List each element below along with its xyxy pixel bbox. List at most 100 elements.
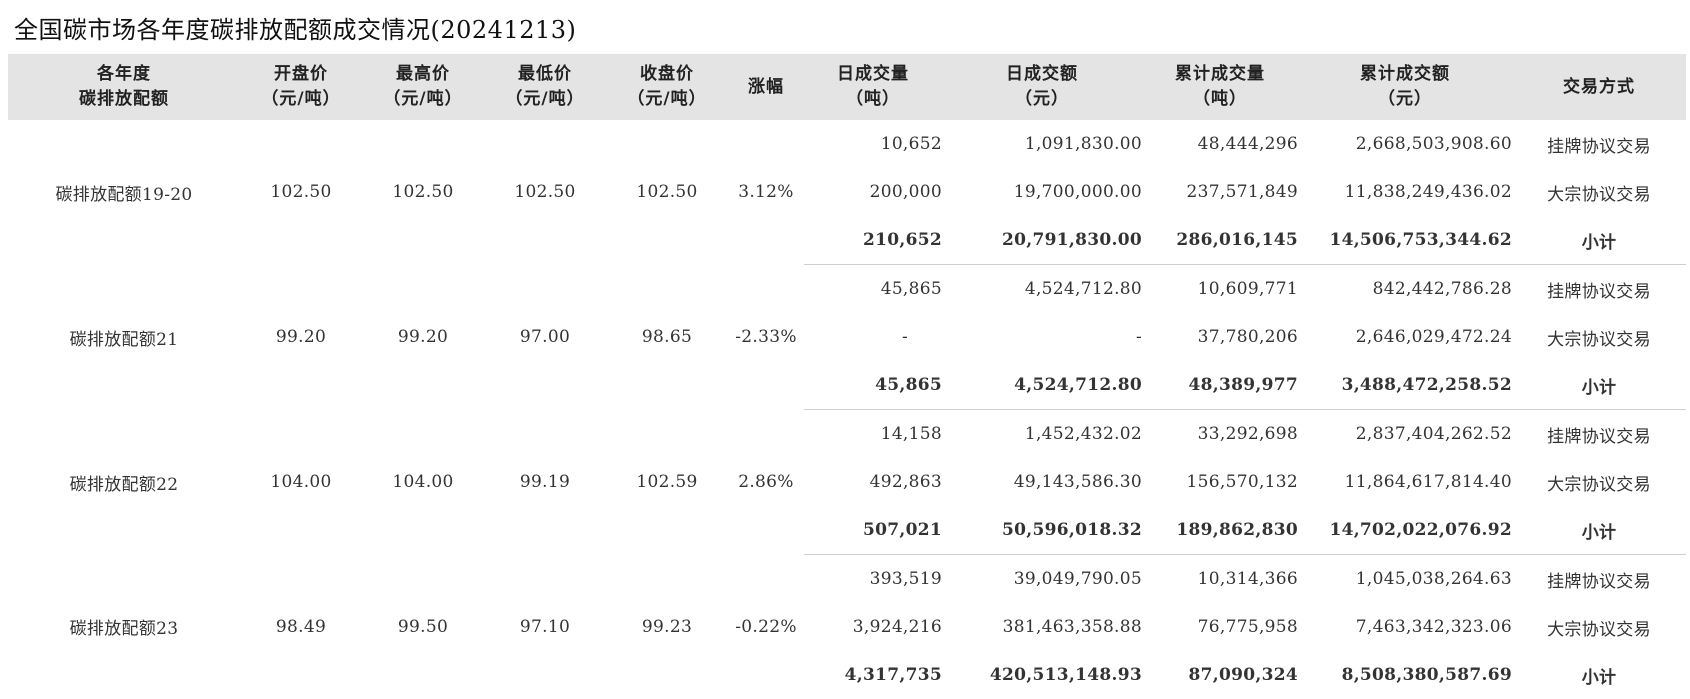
cum-amount: 11,864,617,814.40 <box>1298 458 1512 506</box>
day-amount: 381,463,358.88 <box>942 603 1142 651</box>
cum-volume-subtotal: 189,862,830 <box>1142 506 1298 555</box>
table-row: 碳排放配额21 99.20 99.20 97.00 98.65 -2.33% 4… <box>8 265 1686 314</box>
table-row: 碳排放配额22 104.00 104.00 99.19 102.59 2.86%… <box>8 410 1686 459</box>
close-price: 98.65 <box>606 265 728 410</box>
low-price: 97.10 <box>484 555 606 699</box>
day-volume-subtotal: 507,021 <box>804 506 942 555</box>
close-price: 102.50 <box>606 120 728 265</box>
day-volume: 10,652 <box>804 120 942 168</box>
low-price: 99.19 <box>484 410 606 555</box>
day-volume: 3,924,216 <box>804 603 942 651</box>
header-close-price: 收盘价（元/吨） <box>606 54 728 120</box>
cum-volume: 10,314,366 <box>1142 555 1298 604</box>
header-cum-volume: 累计成交量（吨） <box>1142 54 1298 120</box>
low-price: 102.50 <box>484 120 606 265</box>
day-amount: 1,452,432.02 <box>942 410 1142 459</box>
day-volume: 14,158 <box>804 410 942 459</box>
cum-volume: 237,571,849 <box>1142 168 1298 216</box>
open-price: 99.20 <box>240 265 362 410</box>
cum-amount-subtotal: 14,506,753,344.62 <box>1298 216 1512 265</box>
subtotal-label: 小计 <box>1512 361 1686 410</box>
cum-amount-subtotal: 3,488,472,258.52 <box>1298 361 1512 410</box>
cum-volume: 10,609,771 <box>1142 265 1298 314</box>
allowance-name: 碳排放配额23 <box>8 555 240 699</box>
trade-method: 大宗协议交易 <box>1512 458 1686 506</box>
trade-method: 大宗协议交易 <box>1512 313 1686 361</box>
high-price: 102.50 <box>362 120 484 265</box>
carbon-trade-table: 各年度碳排放配额 开盘价（元/吨） 最高价（元/吨） 最低价（元/吨） 收盘价（… <box>8 54 1686 699</box>
day-amount: 39,049,790.05 <box>942 555 1142 604</box>
day-volume: - <box>804 313 942 361</box>
day-amount-subtotal: 20,791,830.00 <box>942 216 1142 265</box>
header-cum-amount: 累计成交额（元） <box>1298 54 1512 120</box>
low-price: 97.00 <box>484 265 606 410</box>
open-price: 102.50 <box>240 120 362 265</box>
day-amount: - <box>942 313 1142 361</box>
price-change: -2.33% <box>728 265 804 410</box>
table-header-row: 各年度碳排放配额 开盘价（元/吨） 最高价（元/吨） 最低价（元/吨） 收盘价（… <box>8 54 1686 120</box>
trade-method: 大宗协议交易 <box>1512 168 1686 216</box>
high-price: 104.00 <box>362 410 484 555</box>
cum-volume-subtotal: 48,389,977 <box>1142 361 1298 410</box>
close-price: 102.59 <box>606 410 728 555</box>
trade-method: 挂牌协议交易 <box>1512 265 1686 314</box>
header-day-volume: 日成交量（吨） <box>804 54 942 120</box>
cum-amount: 7,463,342,323.06 <box>1298 603 1512 651</box>
page-title: 全国碳市场各年度碳排放配额成交情况(20241213) <box>14 10 576 45</box>
header-open-price: 开盘价（元/吨） <box>240 54 362 120</box>
cum-volume: 156,570,132 <box>1142 458 1298 506</box>
day-amount-subtotal: 4,524,712.80 <box>942 361 1142 410</box>
high-price: 99.50 <box>362 555 484 699</box>
trade-method: 挂牌协议交易 <box>1512 555 1686 604</box>
day-volume: 200,000 <box>804 168 942 216</box>
cum-amount: 2,668,503,908.60 <box>1298 120 1512 168</box>
open-price: 98.49 <box>240 555 362 699</box>
day-volume: 45,865 <box>804 265 942 314</box>
subtotal-label: 小计 <box>1512 651 1686 699</box>
header-day-amount: 日成交额（元） <box>942 54 1142 120</box>
allowance-name: 碳排放配额21 <box>8 265 240 410</box>
table-row: 碳排放配额19-20 102.50 102.50 102.50 102.50 3… <box>8 120 1686 168</box>
cum-amount-subtotal: 8,508,380,587.69 <box>1298 651 1512 699</box>
day-amount-subtotal: 420,513,148.93 <box>942 651 1142 699</box>
cum-amount: 2,646,029,472.24 <box>1298 313 1512 361</box>
day-amount: 1,091,830.00 <box>942 120 1142 168</box>
cum-amount: 11,838,249,436.02 <box>1298 168 1512 216</box>
day-volume: 393,519 <box>804 555 942 604</box>
open-price: 104.00 <box>240 410 362 555</box>
price-change: -0.22% <box>728 555 804 699</box>
trade-method: 挂牌协议交易 <box>1512 120 1686 168</box>
trade-method: 大宗协议交易 <box>1512 603 1686 651</box>
cum-volume: 76,775,958 <box>1142 603 1298 651</box>
header-change: 涨幅 <box>728 54 804 120</box>
day-volume: 492,863 <box>804 458 942 506</box>
cum-volume: 33,292,698 <box>1142 410 1298 459</box>
close-price: 99.23 <box>606 555 728 699</box>
subtotal-label: 小计 <box>1512 216 1686 265</box>
cum-amount: 1,045,038,264.63 <box>1298 555 1512 604</box>
price-change: 2.86% <box>728 410 804 555</box>
cum-amount: 842,442,786.28 <box>1298 265 1512 314</box>
day-amount-subtotal: 50,596,018.32 <box>942 506 1142 555</box>
day-amount: 49,143,586.30 <box>942 458 1142 506</box>
high-price: 99.20 <box>362 265 484 410</box>
day-amount: 19,700,000.00 <box>942 168 1142 216</box>
header-low-price: 最低价（元/吨） <box>484 54 606 120</box>
cum-volume-subtotal: 286,016,145 <box>1142 216 1298 265</box>
day-volume-subtotal: 210,652 <box>804 216 942 265</box>
trade-method: 挂牌协议交易 <box>1512 410 1686 459</box>
day-volume-subtotal: 45,865 <box>804 361 942 410</box>
cum-amount-subtotal: 14,702,022,076.92 <box>1298 506 1512 555</box>
cum-volume: 37,780,206 <box>1142 313 1298 361</box>
allowance-name: 碳排放配额22 <box>8 410 240 555</box>
header-high-price: 最高价（元/吨） <box>362 54 484 120</box>
header-year-allowance: 各年度碳排放配额 <box>8 54 240 120</box>
cum-amount: 2,837,404,262.52 <box>1298 410 1512 459</box>
allowance-name: 碳排放配额19-20 <box>8 120 240 265</box>
day-volume-subtotal: 4,317,735 <box>804 651 942 699</box>
header-trade-method: 交易方式 <box>1512 54 1686 120</box>
day-amount: 4,524,712.80 <box>942 265 1142 314</box>
cum-volume: 48,444,296 <box>1142 120 1298 168</box>
price-change: 3.12% <box>728 120 804 265</box>
table-row: 碳排放配额23 98.49 99.50 97.10 99.23 -0.22% 3… <box>8 555 1686 604</box>
